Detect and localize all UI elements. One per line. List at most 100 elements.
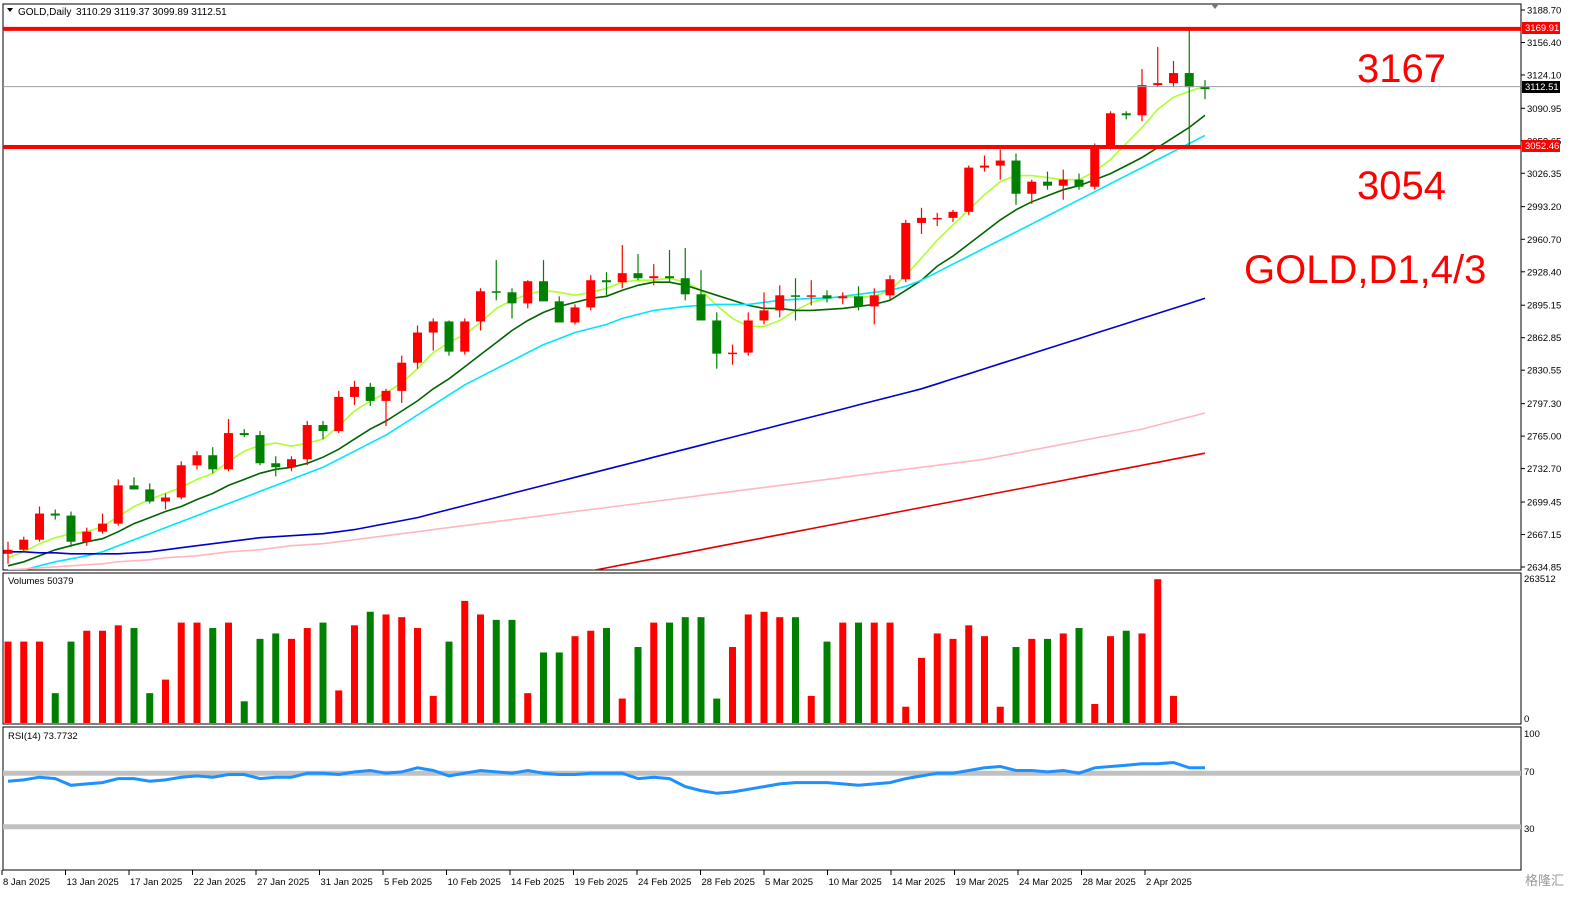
- candle-body: [1106, 113, 1115, 147]
- support-price-label: 3052.46: [1525, 141, 1559, 152]
- date-tick-label: 17 Jan 2025: [130, 877, 182, 888]
- candle-body: [901, 222, 911, 280]
- candle-body: [917, 217, 926, 223]
- volume-bar: [398, 617, 406, 723]
- candle-body: [3, 549, 13, 554]
- volume-label: Volumes 50379: [8, 576, 74, 587]
- candle-body: [318, 425, 328, 432]
- volume-bar: [587, 630, 595, 723]
- date-axis: 8 Jan 2025 13 Jan 2025 17 Jan 2025 22 Jan 2…: [1, 870, 1192, 888]
- candle-body: [161, 497, 170, 502]
- price-tick-label: 2699.45: [1527, 498, 1561, 509]
- candle-body: [1027, 181, 1037, 194]
- candle-body: [255, 435, 265, 464]
- volume-bar: [1012, 647, 1020, 723]
- date-tick-label: 14 Mar 2025: [892, 877, 945, 888]
- volume-bar: [492, 619, 500, 723]
- volume-bar: [1154, 579, 1162, 723]
- volume-bar: [1091, 704, 1099, 723]
- volume-bar: [618, 698, 626, 723]
- candle-body: [145, 489, 155, 502]
- candle-body: [570, 307, 580, 323]
- volume-bar: [1059, 633, 1067, 723]
- volume-bar: [508, 619, 516, 723]
- candle-body: [35, 513, 44, 540]
- volume-bar: [162, 679, 169, 723]
- date-tick-label: 2 Apr 2025: [1146, 877, 1192, 888]
- volume-bar: [366, 611, 374, 723]
- volume-bar: [540, 652, 547, 723]
- candle-body: [759, 310, 769, 321]
- candle-body: [113, 485, 123, 524]
- candle-body: [932, 217, 942, 220]
- candle-body: [869, 295, 879, 307]
- date-tick-label: 5 Mar 2025: [765, 877, 813, 888]
- resistance-annotation: 3167: [1357, 47, 1446, 91]
- volume-bar: [130, 628, 138, 723]
- price-tick-label: 2862.85: [1527, 333, 1561, 344]
- candle-body: [365, 386, 375, 401]
- volume-bar: [193, 622, 201, 723]
- candle-body: [633, 273, 643, 279]
- volume-bar: [99, 630, 106, 723]
- candle-body: [176, 465, 186, 498]
- volume-bar: [1107, 636, 1114, 723]
- volume-bar: [839, 622, 847, 723]
- volume-bar: [36, 641, 43, 723]
- candle-body: [995, 160, 1005, 166]
- price-tick-label: 2797.30: [1527, 399, 1561, 410]
- volume-bar: [51, 693, 59, 723]
- volume-bar: [4, 641, 12, 723]
- rsi-layer: [3, 760, 1521, 830]
- candle-body: [964, 167, 974, 212]
- volume-bar: [414, 628, 421, 723]
- volume-bar: [445, 641, 453, 723]
- candle-body: [428, 321, 438, 333]
- date-tick-label: 24 Feb 2025: [638, 877, 691, 888]
- date-tick-label: 19 Mar 2025: [956, 877, 1009, 888]
- candle-body: [381, 390, 391, 401]
- current-price-label: 3112.51: [1525, 82, 1559, 93]
- candle-body: [649, 276, 659, 279]
- date-tick-label: 28 Mar 2025: [1083, 877, 1136, 888]
- volume-bar: [571, 636, 579, 723]
- candle-body: [665, 276, 674, 279]
- volume-bar: [20, 641, 28, 723]
- candle-body: [334, 396, 344, 432]
- price-tick-label: 2830.55: [1527, 366, 1561, 377]
- date-tick-label: 14 Feb 2025: [511, 877, 564, 888]
- candle-body: [554, 301, 564, 323]
- candle-body: [791, 295, 800, 297]
- symbol-label: GOLD,Daily: [18, 7, 71, 18]
- ma-line-ma20: [16, 134, 1206, 570]
- candle-body: [822, 295, 832, 299]
- support-price-box: [1522, 140, 1560, 152]
- price-tick-label: 2993.20: [1527, 202, 1561, 213]
- levels-layer: [3, 26, 1521, 150]
- candle-body: [728, 352, 737, 355]
- volume-bar: [225, 622, 232, 723]
- candle-body: [1090, 146, 1100, 187]
- volume-bar: [1028, 638, 1036, 723]
- volume-bar: [823, 641, 831, 723]
- candle-body: [743, 320, 753, 353]
- volume-bar: [288, 638, 295, 723]
- candle-body: [586, 280, 596, 308]
- volume-zero-label: 0: [1524, 714, 1529, 725]
- candle-body: [98, 523, 107, 532]
- price-tick-label: 3026.35: [1527, 169, 1561, 180]
- candle-body: [854, 296, 863, 307]
- volume-bar: [918, 657, 925, 723]
- candle-body: [287, 459, 296, 468]
- volume-bar: [272, 633, 280, 723]
- date-tick-label: 27 Jan 2025: [257, 877, 309, 888]
- dropdown-triangle-icon[interactable]: [7, 8, 13, 12]
- watermark-logo: 格隆汇: [1524, 874, 1564, 889]
- volume-bar: [902, 706, 910, 723]
- moving-average-layer: [7, 85, 1206, 570]
- ma-line-ma10: [7, 114, 1206, 567]
- price-tick-label: 2634.85: [1527, 563, 1561, 574]
- candle-body: [1153, 83, 1163, 86]
